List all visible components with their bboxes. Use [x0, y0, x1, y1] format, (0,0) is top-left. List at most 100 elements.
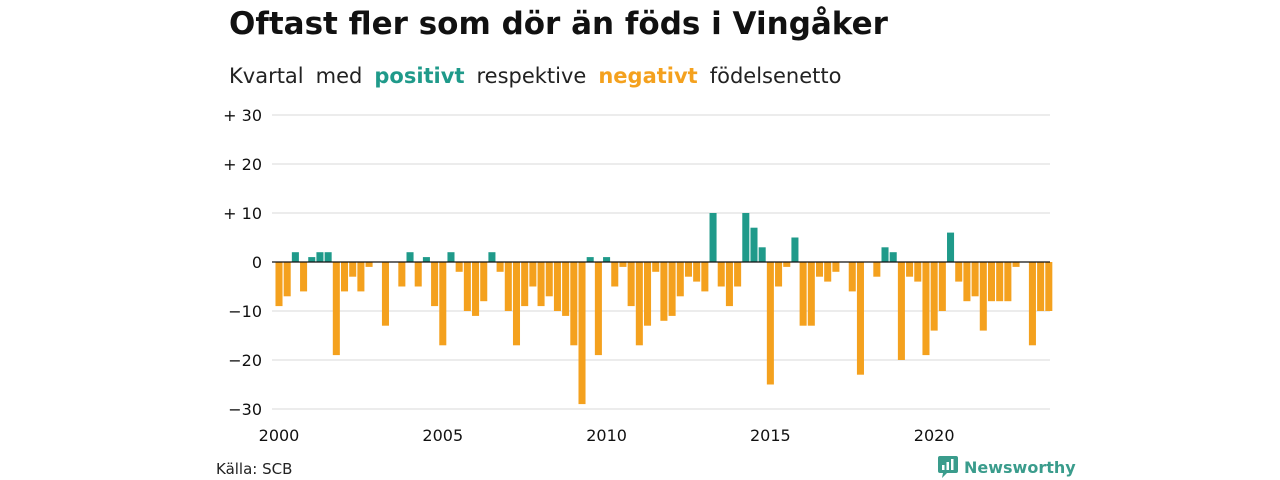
bar	[644, 262, 652, 326]
bar	[897, 262, 905, 360]
x-tick-label: 2010	[586, 426, 627, 445]
bar	[971, 262, 979, 297]
bar	[300, 262, 308, 292]
bar	[463, 262, 471, 311]
bar	[316, 252, 324, 262]
subtitle-negative-word: negativt	[598, 64, 698, 88]
bar	[496, 262, 504, 272]
y-tick-label: −20	[228, 351, 262, 370]
bar	[1037, 262, 1045, 311]
bar	[725, 262, 733, 307]
x-tick-label: 2000	[259, 426, 300, 445]
bar	[709, 213, 717, 262]
bar	[734, 262, 742, 287]
bar	[799, 262, 807, 326]
bar	[545, 262, 553, 297]
bar	[701, 262, 709, 292]
y-tick-label: + 20	[223, 155, 262, 174]
bar	[431, 262, 439, 307]
bar	[357, 262, 365, 292]
bar	[750, 227, 758, 262]
bar	[439, 262, 447, 346]
source-note: Källa: SCB	[216, 460, 293, 478]
bar	[742, 213, 750, 262]
bar	[717, 262, 725, 287]
bar	[873, 262, 881, 277]
bar	[447, 252, 455, 262]
bars	[275, 213, 1053, 405]
bar	[832, 262, 840, 272]
chart-title: Oftast fler som dör än föds i Vingåker	[229, 6, 888, 42]
bar	[1028, 262, 1036, 346]
bar	[578, 262, 586, 405]
bar	[504, 262, 512, 311]
bar	[275, 262, 283, 307]
bar	[283, 262, 291, 297]
bar	[422, 257, 430, 262]
y-tick-label: −10	[228, 302, 262, 321]
bar	[603, 257, 611, 262]
bar	[1012, 262, 1020, 267]
bar	[332, 262, 340, 356]
bar	[668, 262, 676, 316]
y-axis-ticks: + 30 + 20 + 10 0 −10 −20 −30	[223, 106, 262, 419]
bar	[1004, 262, 1012, 302]
bar	[914, 262, 922, 282]
bar	[562, 262, 570, 316]
subtitle-text-fodelsenetto: födelsenetto	[709, 64, 842, 88]
bar	[611, 262, 619, 287]
bar	[930, 262, 938, 331]
bar	[856, 262, 864, 375]
chart-subtitle: Kvartal med positivt respektive negativt föde…	[229, 64, 841, 88]
bar	[807, 262, 815, 326]
bar	[340, 262, 349, 292]
bar	[570, 262, 578, 346]
bar	[553, 262, 561, 311]
x-tick-label: 2020	[914, 426, 955, 445]
bar	[783, 262, 791, 267]
bar	[521, 262, 529, 307]
bar	[947, 232, 955, 262]
brand-logo: Newsworthy	[938, 456, 1076, 478]
bar	[791, 237, 799, 262]
x-axis-ticks: 2000 2005 2010 2015 2020	[259, 426, 955, 445]
bar	[1045, 262, 1053, 311]
bar	[824, 262, 832, 282]
bar	[512, 262, 521, 346]
bar	[365, 262, 373, 267]
y-tick-label: 0	[252, 253, 262, 272]
bar	[693, 262, 701, 282]
bar	[308, 257, 316, 262]
bar	[627, 262, 635, 307]
bar	[758, 247, 766, 262]
bar	[963, 262, 971, 302]
bar	[775, 262, 783, 287]
bar	[529, 262, 537, 287]
bar	[594, 262, 602, 356]
y-tick-label: + 10	[223, 204, 262, 223]
bar	[815, 262, 824, 277]
bar-chart: + 30+ 20+ 100−10−20−30 2000 2005 2010 2015 2…	[223, 106, 1053, 445]
subtitle-text-kvartal: Kvartal	[229, 64, 304, 88]
bar	[938, 262, 946, 311]
bar	[349, 262, 357, 277]
bar	[381, 262, 389, 326]
bar	[889, 252, 897, 262]
bar	[455, 262, 463, 272]
bar	[537, 262, 545, 307]
bar	[406, 252, 414, 262]
bar	[635, 262, 643, 346]
subtitle-text-med: med	[315, 64, 363, 88]
bar	[684, 262, 692, 277]
brand-name: Newsworthy	[964, 457, 1076, 477]
bar	[291, 252, 299, 262]
bar	[766, 262, 774, 385]
bar	[955, 262, 963, 282]
x-tick-label: 2015	[750, 426, 791, 445]
bar	[906, 262, 914, 277]
x-tick-label: 2005	[422, 426, 463, 445]
bar	[488, 252, 496, 262]
bar	[848, 262, 856, 292]
bar	[652, 262, 660, 272]
bar	[660, 262, 668, 321]
